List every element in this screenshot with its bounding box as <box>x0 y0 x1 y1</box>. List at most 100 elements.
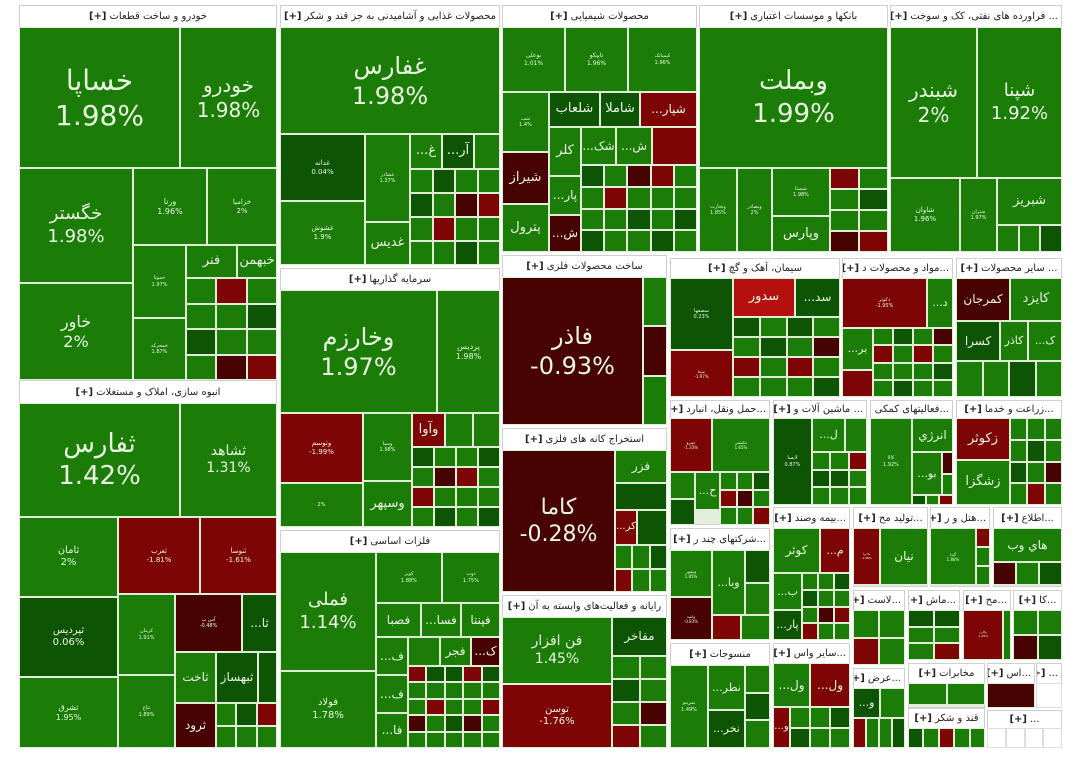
stock-tile[interactable]: ...سد <box>795 278 840 317</box>
small-stock-tile[interactable] <box>893 379 913 397</box>
small-stock-tile[interactable] <box>408 731 427 748</box>
small-stock-tile[interactable] <box>830 210 859 231</box>
small-stock-tile[interactable] <box>455 241 478 265</box>
small-stock-tile[interactable] <box>845 418 867 452</box>
stock-tile[interactable]: لابسا 0.87% <box>773 418 812 505</box>
small-stock-tile[interactable] <box>670 498 695 525</box>
sector-header[interactable]: ...عرض[+] <box>854 669 904 689</box>
small-stock-tile[interactable] <box>923 728 939 748</box>
small-stock-tile[interactable] <box>976 547 990 566</box>
small-stock-tile[interactable] <box>1016 562 1039 585</box>
small-stock-tile[interactable] <box>246 278 277 304</box>
stock-tile[interactable]: کویر 1.88% <box>376 552 442 603</box>
sector-header[interactable]: ...مواد و محصولات د[+] <box>843 259 952 279</box>
stock-tile[interactable]: ...پار <box>549 176 581 215</box>
expand-sector-button[interactable]: [+] <box>507 601 526 612</box>
stock-tile[interactable]: فاذر -0.93% <box>502 277 643 425</box>
expand-sector-button[interactable]: [+] <box>526 261 544 272</box>
small-stock-tile[interactable] <box>956 361 983 397</box>
small-stock-tile[interactable] <box>604 165 628 187</box>
small-stock-tile[interactable] <box>1037 635 1062 660</box>
small-stock-tile[interactable] <box>604 230 628 252</box>
small-stock-tile[interactable] <box>810 707 830 728</box>
stock-tile[interactable]: خزامیا 2% <box>207 168 277 245</box>
small-stock-tile[interactable] <box>643 277 667 327</box>
stock-tile[interactable]: ثرود <box>175 703 216 748</box>
small-stock-tile[interactable] <box>859 189 888 210</box>
small-stock-tile[interactable] <box>976 528 990 547</box>
stock-tile[interactable]: ...شک <box>581 127 616 165</box>
small-stock-tile[interactable] <box>893 328 913 346</box>
small-stock-tile[interactable] <box>256 725 277 748</box>
small-stock-tile[interactable] <box>879 718 892 748</box>
stock-tile[interactable]: ...غ <box>410 134 442 169</box>
stock-tile[interactable]: ...ک <box>471 637 500 666</box>
small-stock-tile[interactable] <box>892 718 905 748</box>
small-stock-tile[interactable] <box>426 715 445 732</box>
sector-header[interactable]: بانکها و موسسات اعتباری[+] <box>700 6 887 28</box>
stock-tile[interactable]: وبصادر 2% <box>737 168 772 252</box>
small-stock-tile[interactable] <box>818 573 834 590</box>
expand-sector-button[interactable]: [+] <box>918 668 937 679</box>
small-stock-tile[interactable] <box>733 317 760 337</box>
small-stock-tile[interactable] <box>236 725 257 748</box>
stock-tile[interactable]: دکوثر -1.95% <box>842 278 927 328</box>
small-stock-tile[interactable] <box>908 728 924 748</box>
sector-header[interactable]: استخراج کانه های فلزی[+] <box>503 429 666 451</box>
small-stock-tile[interactable] <box>745 665 770 693</box>
small-stock-tile[interactable] <box>670 472 695 499</box>
stock-tile[interactable]: کوثر <box>773 528 820 573</box>
small-stock-tile[interactable] <box>463 666 482 683</box>
small-stock-tile[interactable] <box>853 610 879 638</box>
small-stock-tile[interactable] <box>477 193 500 217</box>
small-stock-tile[interactable] <box>913 362 933 380</box>
small-stock-tile[interactable] <box>604 208 628 231</box>
stock-tile[interactable]: شلعاب <box>549 92 600 127</box>
small-stock-tile[interactable] <box>736 507 754 525</box>
small-stock-tile[interactable] <box>859 210 888 231</box>
small-stock-tile[interactable] <box>444 715 464 732</box>
small-stock-tile[interactable] <box>632 545 650 569</box>
stock-tile[interactable]: وآوا <box>412 413 445 447</box>
stock-tile[interactable]: غشوش 1.9% <box>280 201 365 265</box>
stock-tile[interactable]: شبریز <box>997 178 1062 225</box>
small-stock-tile[interactable] <box>432 169 455 193</box>
expand-sector-button[interactable]: [+] <box>708 263 726 274</box>
stock-tile[interactable]: سدور <box>733 278 795 317</box>
small-stock-tile[interactable] <box>987 683 1035 708</box>
small-stock-tile[interactable] <box>745 692 770 721</box>
small-stock-tile[interactable] <box>913 328 933 346</box>
stock-tile[interactable]: ...د <box>927 278 953 328</box>
expand-sector-button[interactable]: [+] <box>1001 513 1019 524</box>
stock-tile[interactable]: سصفها 0.23% <box>670 278 733 350</box>
small-stock-tile[interactable] <box>612 702 640 725</box>
stock-tile[interactable]: وتجارت 1.85% <box>699 168 737 252</box>
small-stock-tile[interactable] <box>478 487 500 507</box>
sector-header[interactable]: ...هتل و ر[+] <box>931 508 989 529</box>
small-stock-tile[interactable] <box>810 727 830 748</box>
small-stock-tile[interactable] <box>786 377 814 397</box>
expand-sector-button[interactable]: [+] <box>854 673 865 684</box>
stock-tile[interactable]: ...ف <box>376 637 408 675</box>
small-stock-tile[interactable] <box>733 337 760 357</box>
stock-tile[interactable]: ثاخت <box>175 652 216 703</box>
small-stock-tile[interactable] <box>818 589 834 607</box>
small-stock-tile[interactable] <box>246 329 277 355</box>
small-stock-tile[interactable] <box>939 495 953 505</box>
small-stock-tile[interactable] <box>1010 439 1028 462</box>
expand-sector-button[interactable]: [+] <box>283 11 302 22</box>
small-stock-tile[interactable] <box>720 489 737 508</box>
expand-sector-button[interactable]: [+] <box>729 11 748 22</box>
small-stock-tile[interactable] <box>753 507 770 525</box>
small-stock-tile[interactable] <box>1013 610 1038 635</box>
small-stock-tile[interactable] <box>720 472 737 490</box>
small-stock-tile[interactable] <box>627 186 651 209</box>
small-stock-tile[interactable] <box>997 225 1019 252</box>
small-stock-tile[interactable] <box>246 303 277 329</box>
stock-tile[interactable]: ثنوسا -1.61% <box>200 517 277 594</box>
small-stock-tile[interactable] <box>908 626 934 644</box>
small-stock-tile[interactable] <box>880 688 905 718</box>
expand-sector-button[interactable]: [+] <box>689 649 707 660</box>
small-stock-tile[interactable] <box>627 230 651 252</box>
stock-tile[interactable]: ...ل <box>812 418 845 452</box>
